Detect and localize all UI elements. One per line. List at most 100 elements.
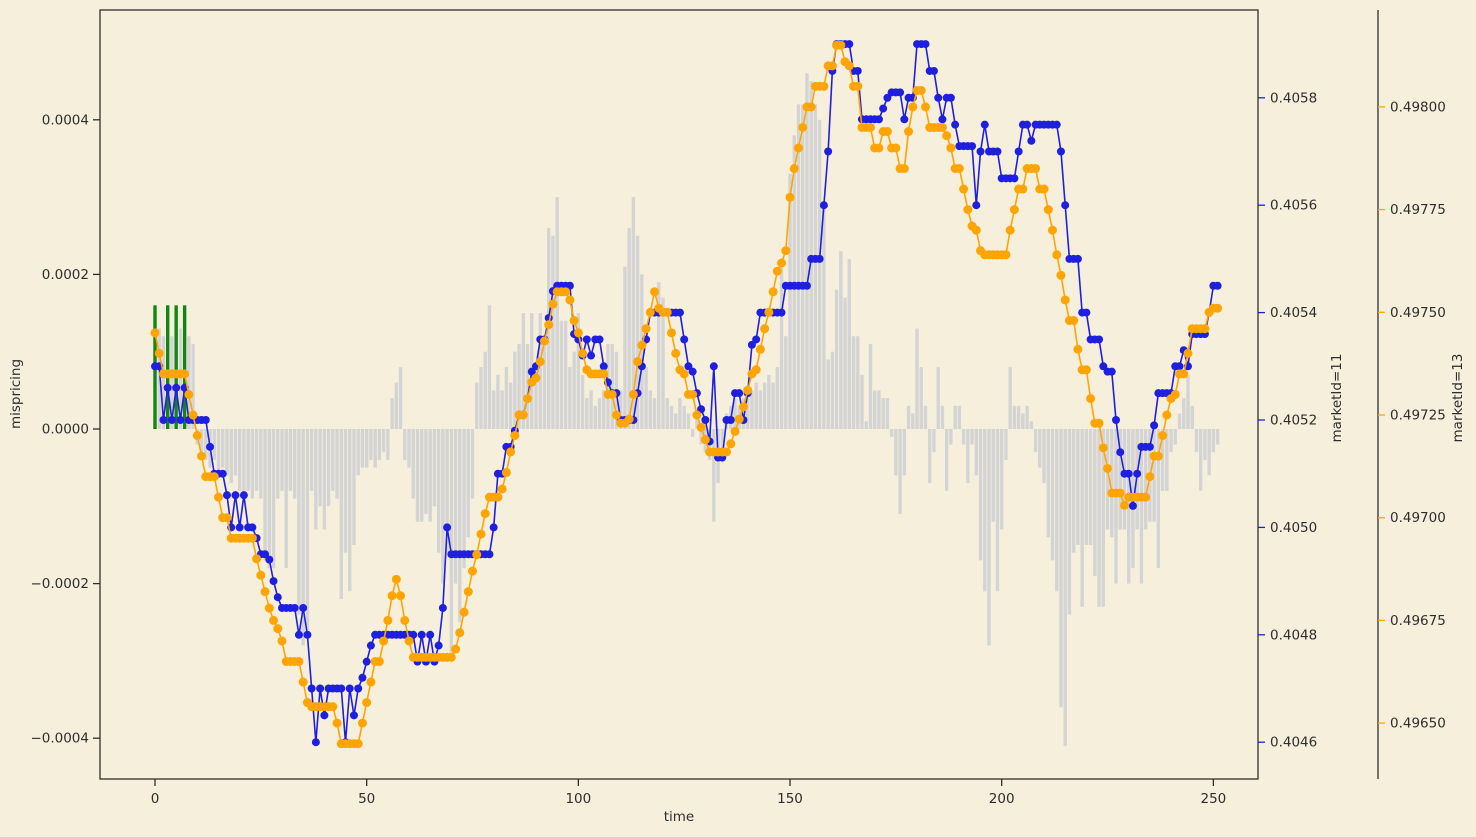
mispricing-bar (817, 119, 822, 430)
mispricing-bar (966, 429, 970, 484)
series-point (1179, 369, 1189, 379)
mispricing-bar (784, 336, 788, 429)
series-point (269, 577, 278, 586)
x-tick-label: 200 (989, 791, 1015, 807)
series-point (666, 328, 676, 338)
mispricing-bar (915, 328, 919, 429)
series-point (332, 718, 342, 728)
series-point (294, 656, 304, 666)
series-point (1170, 389, 1180, 399)
series-point (752, 335, 761, 344)
series-point (290, 603, 299, 612)
series-point (1018, 184, 1028, 194)
series-point (599, 369, 609, 379)
mispricing-bar (1198, 429, 1203, 491)
series-point (1010, 174, 1019, 183)
series-point (751, 365, 761, 375)
mispricing-bar (178, 328, 183, 429)
series-point (366, 641, 375, 650)
mispricing-bar (381, 429, 386, 453)
series-point (159, 416, 168, 424)
mispricing-bar (398, 367, 403, 429)
mispricing-bar (466, 429, 470, 538)
series-point (345, 684, 354, 693)
series-point (1027, 136, 1036, 145)
mispricing-bar (1038, 429, 1042, 468)
mispricing-bar (987, 429, 991, 646)
mispricing-bar (1016, 405, 1021, 429)
series-point (222, 513, 232, 523)
series-point (362, 698, 372, 708)
series-point (417, 630, 426, 639)
mispricing-bar (669, 405, 674, 429)
mispricing-bar (297, 429, 301, 615)
series-point (929, 66, 938, 75)
mispricing-bar (839, 251, 843, 429)
series-point (1145, 472, 1155, 482)
series-point (611, 410, 621, 420)
mispricing-bar (991, 429, 995, 522)
mispricing-bar (1088, 429, 1093, 545)
series-point (781, 246, 791, 256)
series-point (578, 348, 588, 358)
series-point (192, 431, 202, 441)
series-point (569, 316, 579, 326)
series-point (277, 636, 287, 646)
y-right-marketid13-tick-label: 0.49800 (1390, 99, 1446, 115)
series-point (239, 491, 248, 500)
mispricing-bar (856, 336, 860, 429)
x-tick-label: 100 (565, 791, 591, 807)
mispricing-bar (458, 429, 462, 623)
mispricing-bar (174, 305, 178, 429)
mispricing-bar (1105, 429, 1110, 530)
series-point (743, 385, 753, 395)
series-point (366, 677, 376, 687)
series-point (446, 652, 456, 662)
mispricing-bar (657, 282, 661, 429)
mispricing-bar (534, 367, 538, 429)
mispricing-bar (618, 390, 623, 429)
mispricing-bar (589, 390, 593, 429)
series-point (827, 61, 837, 71)
series-point (747, 340, 756, 349)
mispricing-bar (923, 405, 928, 429)
series-point (354, 684, 363, 693)
series-point (934, 93, 943, 102)
series-point (472, 550, 482, 560)
mispricing-bar (221, 429, 225, 468)
series-point (938, 115, 947, 124)
mispricing-bar (1165, 429, 1169, 491)
mispricing-bar (733, 398, 737, 429)
series-point (819, 201, 828, 210)
mispricing-bar (1093, 429, 1097, 576)
series-point (916, 85, 926, 95)
mispricing-bar (779, 258, 784, 429)
mispricing-bar (1160, 429, 1165, 491)
mispricing-bar (885, 398, 890, 429)
mispricing-bar (386, 429, 390, 460)
mispricing-bar (428, 429, 432, 522)
series-point (772, 266, 782, 276)
mispricing-bar (314, 429, 318, 530)
series-point (844, 61, 854, 71)
series-point (489, 523, 498, 532)
mispricing-bar (1004, 429, 1008, 460)
series-point (692, 410, 702, 420)
series-point (730, 426, 740, 436)
series-point (573, 328, 583, 338)
mispricing-bar (483, 351, 487, 429)
mispricing-bar (369, 429, 373, 460)
y-axis-title-left: mispricing (8, 359, 24, 429)
mispricing-bar (1118, 429, 1122, 530)
series-point (197, 451, 207, 461)
series-point (802, 281, 811, 290)
series-point (1213, 281, 1222, 290)
series-point (1145, 442, 1154, 451)
mispricing-bar (191, 343, 195, 429)
y-axis-title-marketid-11: marketId=11 (1329, 354, 1345, 443)
series-point (506, 447, 516, 457)
mispricing-bar (648, 390, 653, 429)
mispricing-bar (1097, 429, 1101, 607)
series-point (476, 529, 486, 539)
mispricing-bar (843, 297, 847, 429)
